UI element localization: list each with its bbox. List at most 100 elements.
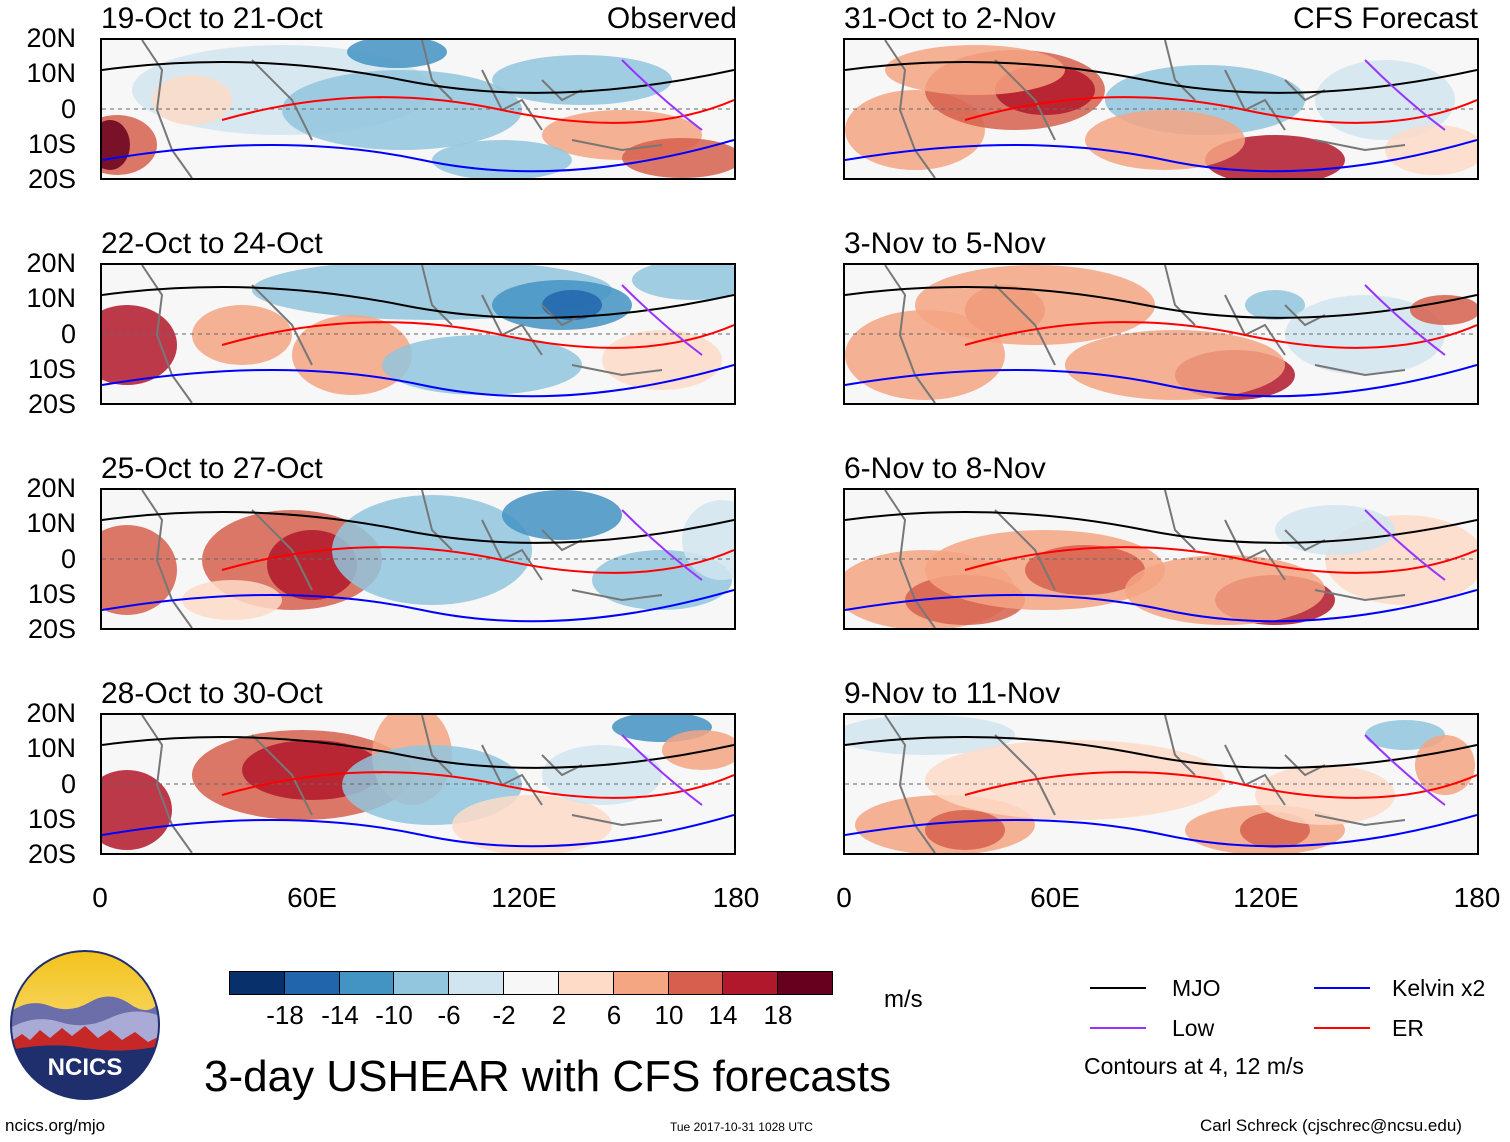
x-label: 0 [836,882,852,913]
coastline [141,265,663,403]
shear-anomaly [915,265,1155,345]
contour-line [964,546,1477,574]
shear-anomaly [292,315,412,395]
y-label: 0 [60,769,76,799]
y-label: 20S [27,839,76,869]
shear-anomaly [182,580,282,620]
coastline [141,490,663,628]
shear-field [845,265,1477,403]
shear-anomaly [282,70,522,150]
shear-field [845,40,1477,178]
colorbar-tick: 6 [606,1000,622,1030]
panel-title: 19-Oct to 21-Oct [101,2,323,35]
colorbar-tick: 10 [654,1000,684,1030]
panel-title: 25-Oct to 27-Oct [101,452,323,485]
colorbar-cell [723,972,779,994]
contour-line [964,771,1477,799]
shear-anomaly [1065,330,1285,400]
map-panel [843,263,1479,405]
colorbar-tick: -6 [437,1000,461,1030]
map-panel [100,38,736,180]
contour-line [964,321,1477,349]
colorbar-cell [613,972,669,994]
contour-line [102,814,734,848]
contour-line [845,139,1477,173]
colorbar-cell [558,972,614,994]
panel-title: 22-Oct to 24-Oct [101,227,323,260]
contour-line [102,61,734,94]
shear-anomaly [632,265,734,300]
map-panel [100,713,736,855]
coastline [884,265,1406,403]
y-label: 20N [26,698,76,728]
contour-line [1364,284,1446,356]
shear-field [102,40,734,178]
shear-anomaly [1365,720,1445,750]
shear-anomaly [432,140,572,178]
ncics-logo-graphic: NCICS [10,950,160,1100]
legend-label-mjo: MJO [1172,975,1221,1001]
colorbar-cell [504,972,559,994]
colorbar-tick: 14 [708,1000,738,1030]
shear-anomaly [102,770,172,850]
contour-line [621,59,703,131]
contour-line [845,589,1477,623]
contour-line [1364,59,1446,131]
y-label: 10N [26,283,76,313]
footer-url: ncics.org/mjo [5,1116,106,1135]
colorbar [229,971,833,995]
y-label: 10S [27,579,76,609]
contour-line [102,589,734,623]
legend-label-low: Low [1172,1015,1215,1041]
y-label: 20S [27,614,76,644]
colorbar-tick: -14 [321,1000,359,1030]
y-label: 0 [60,94,76,124]
shear-anomaly [347,40,447,68]
shear-anomaly [925,740,1225,820]
x-label: 0 [92,882,108,913]
coastline [884,715,1406,853]
shear-anomaly [102,305,177,385]
shear-anomaly [382,335,582,395]
shear-anomaly [1255,765,1395,825]
y-label: 20N [26,248,76,278]
colorbar-cell [230,972,285,994]
y-label: 10S [27,129,76,159]
contour-line [621,284,703,356]
shear-anomaly [542,290,602,320]
shear-anomaly [1275,505,1395,555]
contour-line [221,771,734,799]
x-label: 120E [491,882,557,913]
contour-line [1364,509,1446,581]
panel-title: 28-Oct to 30-Oct [101,677,323,710]
shear-anomaly [662,730,734,770]
contour-line [102,286,734,319]
colorbar-tick: 2 [551,1000,567,1030]
shear-anomaly [542,745,662,805]
logo-text: NCICS [48,1054,123,1081]
y-label: 10N [26,733,76,763]
colorbar-cell [394,972,450,994]
shear-field [102,265,734,403]
contour-line [102,139,734,173]
y-label: 10S [27,354,76,384]
contour-line [102,736,734,769]
contour-line [621,509,703,581]
panel-label: CFS Forecast [1292,2,1478,35]
coastline [884,490,1406,628]
shear-anomaly [845,715,1015,755]
panel-title: 9-Nov to 11-Nov [844,677,1061,710]
shear-anomaly [452,795,612,853]
legend-line-kelvin [1314,987,1370,989]
coastline [141,40,663,178]
coastline [884,40,1406,178]
map-panel [843,488,1479,630]
shear-anomaly [925,810,1005,850]
shear-field [102,715,734,853]
y-label: 10N [26,58,76,88]
y-label: 10S [27,804,76,834]
y-label: 20N [26,473,76,503]
x-label: 180 [1453,882,1501,913]
colorbar-tick: -18 [266,1000,304,1030]
panel-title: 6-Nov to 8-Nov [844,452,1046,485]
